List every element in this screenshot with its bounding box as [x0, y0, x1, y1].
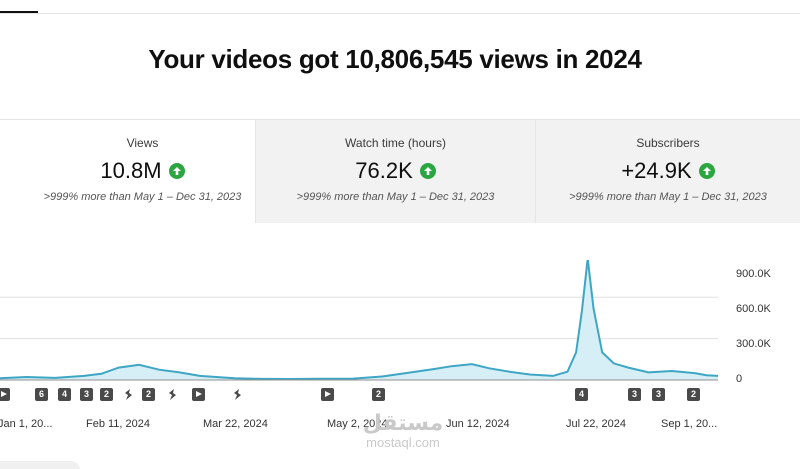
x-tick-label: May 2, 2024: [327, 418, 388, 430]
page-title: Your videos got 10,806,545 views in 2024: [148, 44, 642, 74]
x-tick-label: Jun 12, 2024: [446, 418, 510, 430]
upload-count-marker[interactable]: 3: [628, 388, 641, 401]
chart-area: [0, 260, 718, 380]
x-tick-label: Mar 22, 2024: [203, 418, 268, 430]
metric-card-subscribers[interactable]: Subscribers +24.9K >999% more than May 1…: [535, 120, 800, 223]
arrow-up-icon: [698, 163, 715, 179]
shorts-icon[interactable]: [166, 388, 179, 401]
upload-count-marker[interactable]: 3: [652, 388, 665, 401]
metric-label: Subscribers: [636, 136, 700, 150]
video-marker-icon[interactable]: [192, 388, 205, 401]
video-marker-icon[interactable]: [0, 388, 10, 401]
video-marker-icon[interactable]: [321, 388, 334, 401]
shorts-icon[interactable]: [231, 388, 244, 401]
metric-comparison: >999% more than May 1 – Dec 31, 2023: [569, 191, 767, 203]
upload-count-marker[interactable]: 2: [687, 388, 700, 401]
upload-count-marker[interactable]: 4: [575, 388, 588, 401]
metric-card-views[interactable]: Views 10.8M >999% more than May 1 – Dec …: [0, 120, 255, 223]
upload-count-marker[interactable]: 2: [142, 388, 155, 401]
shorts-icon[interactable]: [122, 388, 135, 401]
metric-label: Views: [126, 136, 159, 150]
metric-comparison: >999% more than May 1 – Dec 31, 2023: [296, 191, 495, 203]
metric-value-row: 10.8M: [0, 158, 255, 184]
upload-count-marker[interactable]: 3: [80, 388, 93, 401]
bottom-pill: [0, 461, 80, 469]
metric-value: +24.9K: [621, 158, 692, 183]
metrics-row: Views 10.8M >999% more than May 1 – Dec …: [0, 119, 800, 223]
y-tick-label: 0: [736, 373, 743, 385]
metric-value: 10.8M: [100, 158, 162, 183]
views-chart[interactable]: [0, 260, 800, 440]
y-tick-label: 600.0K: [736, 303, 771, 315]
metric-card-watch-time[interactable]: Watch time (hours) 76.2K >999% more than…: [255, 120, 535, 223]
metric-value-row: +24.9K: [536, 158, 800, 184]
x-tick-label: Jan 1, 20...: [0, 418, 53, 430]
y-tick-label: 900.0K: [736, 268, 771, 280]
x-tick-label: Feb 11, 2024: [86, 418, 151, 430]
metric-label: Watch time (hours): [345, 136, 446, 150]
upload-count-marker[interactable]: 2: [372, 388, 385, 401]
x-tick-label: Jul 22, 2024: [566, 418, 626, 430]
watermark: مستقل mostaql.com: [348, 412, 458, 450]
metric-value: 76.2K: [355, 158, 413, 183]
watermark-url: mostaql.com: [366, 435, 440, 450]
watermark-logo: مستقل: [362, 411, 444, 436]
metric-comparison: >999% more than May 1 – Dec 31, 2023: [43, 191, 242, 203]
x-tick-label: Sep 1, 20...: [661, 418, 718, 430]
metric-value-row: 76.2K: [256, 158, 535, 184]
upload-count-marker[interactable]: 6: [35, 388, 48, 401]
active-tab-indicator: [0, 11, 38, 13]
divider: [0, 13, 800, 14]
arrow-up-icon: [168, 163, 185, 179]
y-tick-label: 300.0K: [736, 338, 771, 350]
arrow-up-icon: [419, 163, 436, 179]
upload-count-marker[interactable]: 2: [100, 388, 113, 401]
chart-line: [0, 260, 719, 381]
upload-count-marker[interactable]: 4: [58, 388, 71, 401]
